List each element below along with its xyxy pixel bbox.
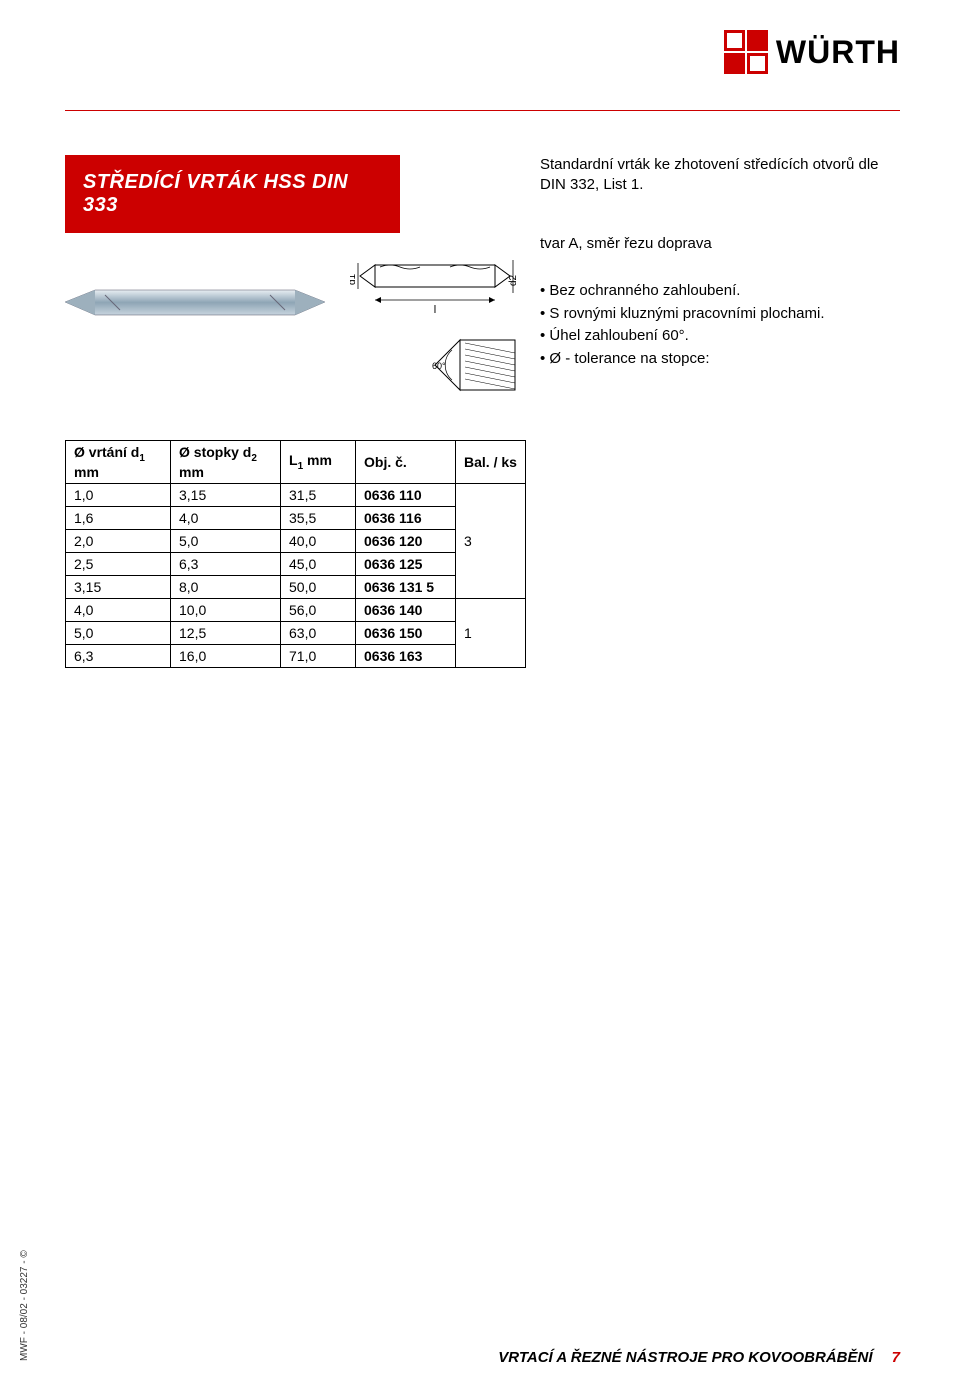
- col-header-obj: Obj. č.: [356, 441, 456, 484]
- shape-info: tvar A, směr řezu doprava: [540, 235, 900, 252]
- technical-diagram-side: l d1 d2: [350, 235, 520, 320]
- spec-table: Ø vrtání d1 mm Ø stopky d2 mm L1 mm Obj.…: [65, 440, 526, 668]
- brand-logo: WÜRTH: [724, 30, 900, 74]
- footer-text: VRTACÍ A ŘEZNÉ NÁSTROJE PRO KOVOOBRÁBĚNÍ: [498, 1349, 872, 1366]
- cell-d1: 2,0: [66, 529, 171, 552]
- cell-bal: 1: [456, 598, 526, 667]
- svg-text:d1: d1: [350, 273, 358, 285]
- cell-l1: 56,0: [281, 598, 356, 621]
- cell-obj: 0636 110: [356, 483, 456, 506]
- svg-text:60°: 60°: [432, 361, 446, 371]
- brand-name: WÜRTH: [776, 34, 900, 71]
- svg-text:l: l: [434, 304, 436, 316]
- cell-obj: 0636 125: [356, 552, 456, 575]
- cell-d2: 12,5: [171, 621, 281, 644]
- cell-obj: 0636 116: [356, 506, 456, 529]
- cell-d1: 1,6: [66, 506, 171, 529]
- page-number: 7: [892, 1349, 900, 1366]
- footer: VRTACÍ A ŘEZNÉ NÁSTROJE PRO KOVOOBRÁBĚNÍ…: [498, 1349, 900, 1366]
- col-header-l1: L1 mm: [281, 441, 356, 484]
- subtitle-text: Standardní vrták ke zhotovení středících…: [540, 155, 900, 196]
- table-row: 4,010,056,00636 1401: [66, 598, 526, 621]
- cell-bal: 3: [456, 483, 526, 598]
- cell-d1: 3,15: [66, 575, 171, 598]
- cell-d2: 8,0: [171, 575, 281, 598]
- cell-d2: 4,0: [171, 506, 281, 529]
- svg-text:d2: d2: [508, 274, 519, 286]
- cell-d2: 16,0: [171, 644, 281, 667]
- col-header-d1: Ø vrtání d1 mm: [66, 441, 171, 484]
- cell-d2: 10,0: [171, 598, 281, 621]
- cell-obj: 0636 140: [356, 598, 456, 621]
- cell-l1: 63,0: [281, 621, 356, 644]
- bullet-item: S rovnými kluznými pracovními plochami.: [554, 303, 900, 326]
- cell-obj: 0636 150: [356, 621, 456, 644]
- table-row: 1,03,1531,50636 1103: [66, 483, 526, 506]
- product-photo: [65, 275, 325, 330]
- cell-l1: 45,0: [281, 552, 356, 575]
- bullet-item: Ø - tolerance na stopce:: [554, 348, 900, 371]
- header-divider: [65, 110, 900, 111]
- cell-obj: 0636 163: [356, 644, 456, 667]
- cell-l1: 31,5: [281, 483, 356, 506]
- cell-d1: 6,3: [66, 644, 171, 667]
- page-title: STŘEDÍCÍ VRTÁK HSS DIN 333: [65, 155, 400, 233]
- cell-obj: 0636 120: [356, 529, 456, 552]
- print-code: MWF - 08/02 - 03227 - ©: [19, 1250, 30, 1361]
- cell-d2: 5,0: [171, 529, 281, 552]
- cell-obj: 0636 131 5: [356, 575, 456, 598]
- cell-d2: 6,3: [171, 552, 281, 575]
- cell-l1: 50,0: [281, 575, 356, 598]
- cell-d1: 4,0: [66, 598, 171, 621]
- cell-l1: 35,5: [281, 506, 356, 529]
- col-header-bal: Bal. / ks: [456, 441, 526, 484]
- feature-bullets: Bez ochranného zahloubení. S rovnými klu…: [540, 280, 900, 370]
- bullet-item: Bez ochranného zahloubení.: [554, 280, 900, 303]
- bullet-item: Úhel zahloubení 60°.: [554, 325, 900, 348]
- cell-d1: 5,0: [66, 621, 171, 644]
- logo-mark: [724, 30, 768, 74]
- technical-diagram-angle: 60°: [430, 335, 520, 395]
- cell-l1: 40,0: [281, 529, 356, 552]
- cell-d1: 1,0: [66, 483, 171, 506]
- cell-l1: 71,0: [281, 644, 356, 667]
- cell-d2: 3,15: [171, 483, 281, 506]
- cell-d1: 2,5: [66, 552, 171, 575]
- col-header-d2: Ø stopky d2 mm: [171, 441, 281, 484]
